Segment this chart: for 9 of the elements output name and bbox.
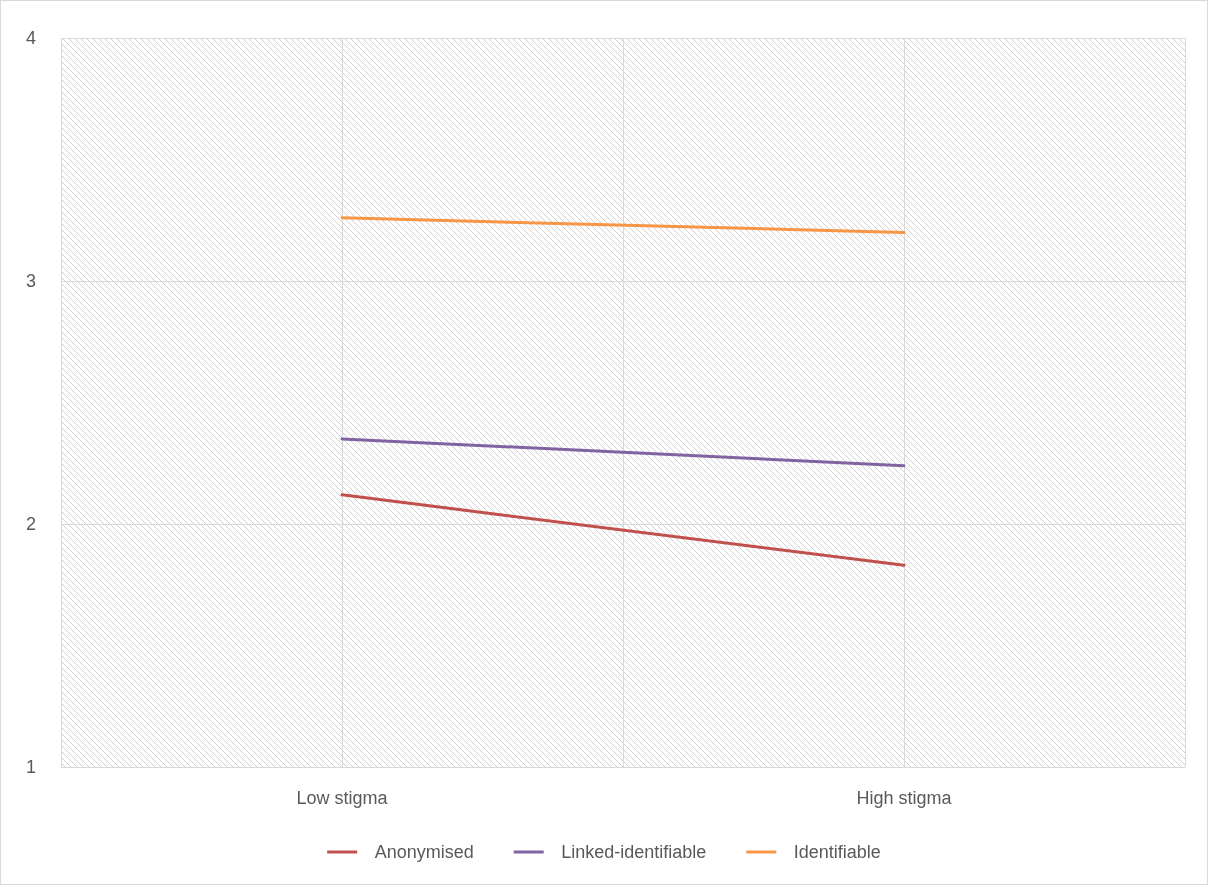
legend-label: Identifiable — [793, 842, 881, 862]
y-tick-label: 2 — [25, 514, 36, 534]
y-tick-label: 4 — [25, 28, 36, 48]
x-tick-label: Low stigma — [296, 788, 389, 808]
legend-label: Linked-identifiable — [561, 842, 707, 862]
x-tick-label: High stigma — [856, 788, 953, 808]
y-tick-label: 3 — [25, 271, 36, 291]
legend-label: Anonymised — [374, 842, 474, 862]
y-tick-label: 1 — [25, 757, 36, 777]
